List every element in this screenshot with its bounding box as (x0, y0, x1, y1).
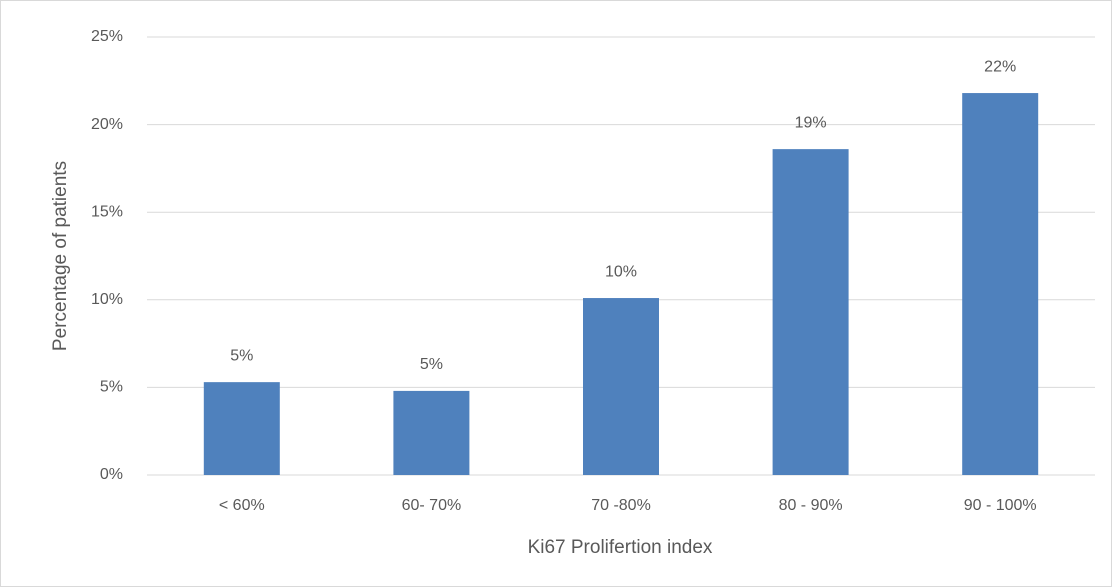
x-tick-label: 90 - 100% (964, 497, 1037, 514)
x-axis-title: Ki67 Prolifertion index (528, 537, 713, 558)
x-tick-label: 60- 70% (402, 497, 462, 514)
value-label: 22% (984, 58, 1016, 75)
y-tick-label: 20% (91, 116, 123, 133)
x-tick-label: 70 -80% (591, 497, 651, 514)
bar (772, 149, 849, 476)
x-tick-label: 80 - 90% (779, 497, 843, 514)
value-label: 5% (230, 347, 253, 364)
value-label: 10% (605, 263, 637, 280)
bar (393, 390, 470, 475)
y-axis-title: Percentage of patients (50, 161, 71, 351)
bar (203, 382, 280, 475)
value-label: 19% (795, 114, 827, 131)
y-tick-label: 0% (100, 466, 123, 483)
bar (583, 298, 659, 475)
bar (962, 93, 1039, 476)
y-tick-label: 25% (91, 28, 123, 45)
y-tick-label: 5% (100, 379, 123, 396)
y-tick-label: 15% (91, 203, 123, 220)
y-tick-label: 10% (91, 291, 123, 308)
x-tick-label: < 60% (219, 497, 265, 514)
value-label: 5% (420, 356, 443, 373)
